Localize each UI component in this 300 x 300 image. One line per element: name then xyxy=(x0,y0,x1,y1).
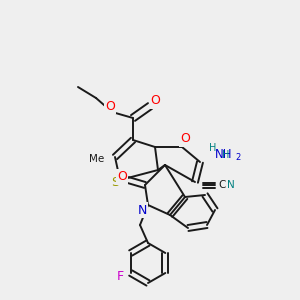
Text: O: O xyxy=(105,100,115,112)
Text: O: O xyxy=(180,133,190,146)
Text: N: N xyxy=(227,180,235,190)
Text: H: H xyxy=(222,150,230,160)
Text: 2: 2 xyxy=(235,152,240,161)
Text: NH: NH xyxy=(215,148,232,161)
Text: Me: Me xyxy=(89,154,105,164)
Text: O: O xyxy=(117,170,127,184)
Text: F: F xyxy=(117,269,124,283)
Text: S: S xyxy=(111,176,119,190)
Text: C: C xyxy=(218,180,225,190)
Text: O: O xyxy=(150,94,160,107)
Text: N: N xyxy=(137,203,147,217)
Text: H: H xyxy=(209,143,217,153)
